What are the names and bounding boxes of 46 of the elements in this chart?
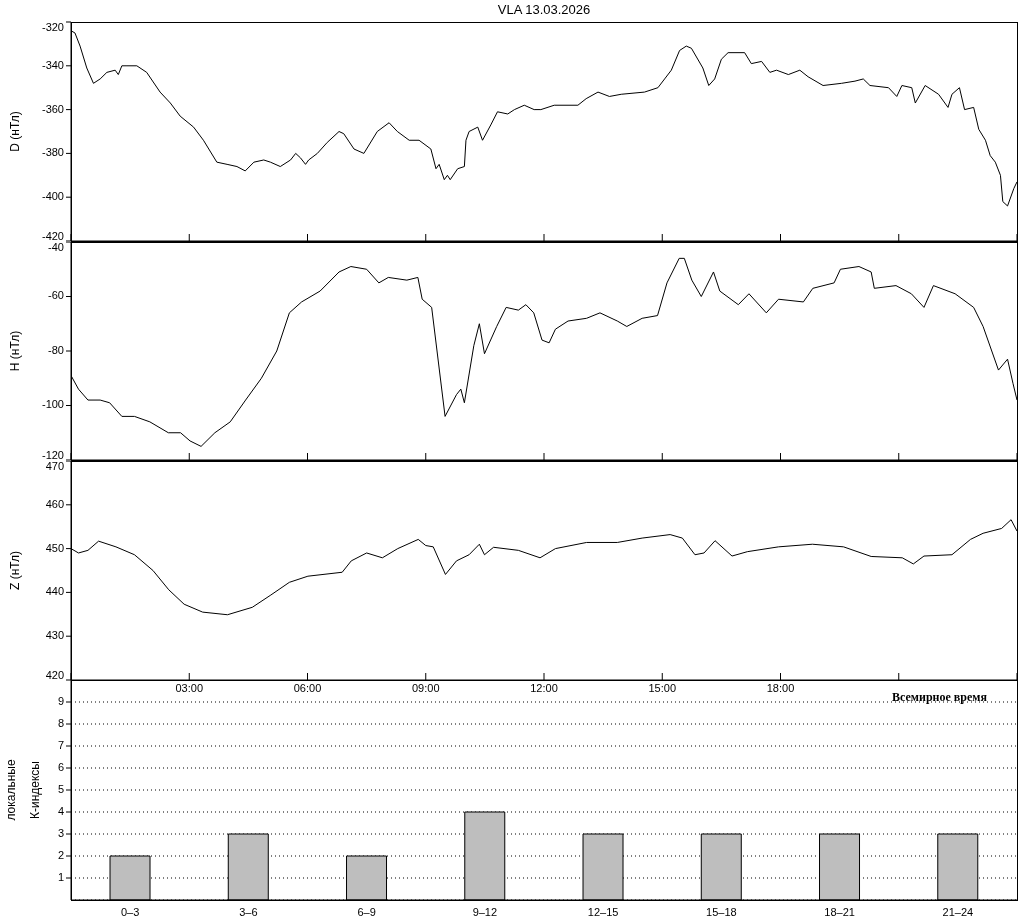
y-tick-label: -380 <box>41 146 64 159</box>
y-tick-label: 4 <box>57 804 64 817</box>
y-axis-title: локальные К-индексы <box>4 759 43 821</box>
y-tick-label: -360 <box>41 102 64 115</box>
x-tick-label: 12–15 <box>587 905 619 918</box>
y-tick-label: 460 <box>45 497 64 510</box>
y-tick-label: 420 <box>45 668 64 681</box>
y-tick-label: -40 <box>48 240 64 253</box>
x-tick-label: 21–24 <box>942 905 974 918</box>
y-tick-label: 8 <box>57 716 64 729</box>
y-tick-label: 2 <box>57 848 64 861</box>
y-tick-label: 3 <box>57 826 64 839</box>
x-tick-label: 18–21 <box>824 905 855 918</box>
y-tick-label: -100 <box>41 398 64 411</box>
y-tick-label: 430 <box>45 629 64 642</box>
y-tick-label: 440 <box>45 585 64 598</box>
y-tick-label: -420 <box>41 229 64 242</box>
y-tick-label: 6 <box>57 760 64 773</box>
y-tick-label: -320 <box>41 20 64 33</box>
y-tick-label: 450 <box>45 541 64 554</box>
x-axis-title: Всемирное время <box>892 689 988 704</box>
x-tick-label: 09:00 <box>411 682 440 694</box>
y-tick-label: -340 <box>41 58 64 71</box>
x-tick-label: 06:00 <box>293 682 322 694</box>
y-tick-label: -80 <box>48 343 64 356</box>
chart-title: VLA 13.03.2026 <box>496 2 592 17</box>
y-tick-label: 9 <box>57 694 64 707</box>
x-tick-label: 12:00 <box>530 682 558 694</box>
y-axis-title: D (нТл) <box>8 111 23 152</box>
x-tick-label: 15:00 <box>648 682 677 694</box>
x-tick-label: 6–9 <box>357 905 376 918</box>
x-tick-label: 3–6 <box>239 905 258 918</box>
x-tick-label: 0–3 <box>120 905 140 918</box>
y-tick-label: -120 <box>41 448 64 461</box>
x-tick-label: 18:00 <box>766 682 795 694</box>
y-tick-label: -400 <box>41 190 64 203</box>
y-tick-label: 1 <box>57 870 64 883</box>
x-tick-label: 9–12 <box>472 905 498 918</box>
y-tick-label: 5 <box>57 782 64 795</box>
y-tick-label: 7 <box>57 738 64 751</box>
x-tick-label: 03:00 <box>175 682 204 694</box>
y-axis-title: Z (нТл) <box>8 550 23 591</box>
x-tick-label: 15–18 <box>706 905 737 918</box>
y-axis-title: H (нТл) <box>8 330 23 372</box>
y-tick-label: -60 <box>48 289 64 302</box>
y-tick-label: 470 <box>45 459 64 472</box>
